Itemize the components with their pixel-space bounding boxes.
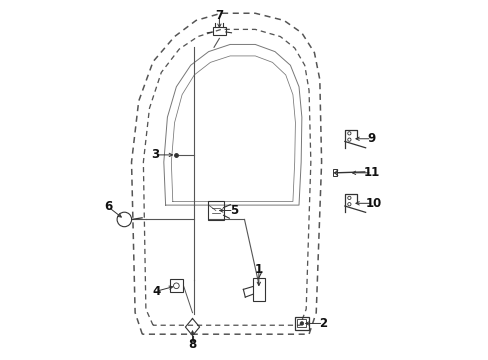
Bar xyxy=(207,201,223,220)
Text: 11: 11 xyxy=(363,166,379,179)
Text: 8: 8 xyxy=(188,338,196,351)
Bar xyxy=(169,279,183,292)
Text: 7: 7 xyxy=(215,9,223,22)
Text: 9: 9 xyxy=(367,132,375,145)
Text: 6: 6 xyxy=(104,201,112,213)
Bar xyxy=(297,319,305,328)
Text: 4: 4 xyxy=(152,285,161,298)
Bar xyxy=(332,169,336,176)
Text: 2: 2 xyxy=(319,317,327,330)
Text: 10: 10 xyxy=(365,197,381,210)
Text: 3: 3 xyxy=(150,148,159,161)
Bar xyxy=(294,317,308,330)
Text: 1: 1 xyxy=(254,263,263,276)
Circle shape xyxy=(300,322,303,325)
Bar xyxy=(212,27,225,35)
Bar xyxy=(252,278,264,301)
Text: 5: 5 xyxy=(229,204,237,217)
